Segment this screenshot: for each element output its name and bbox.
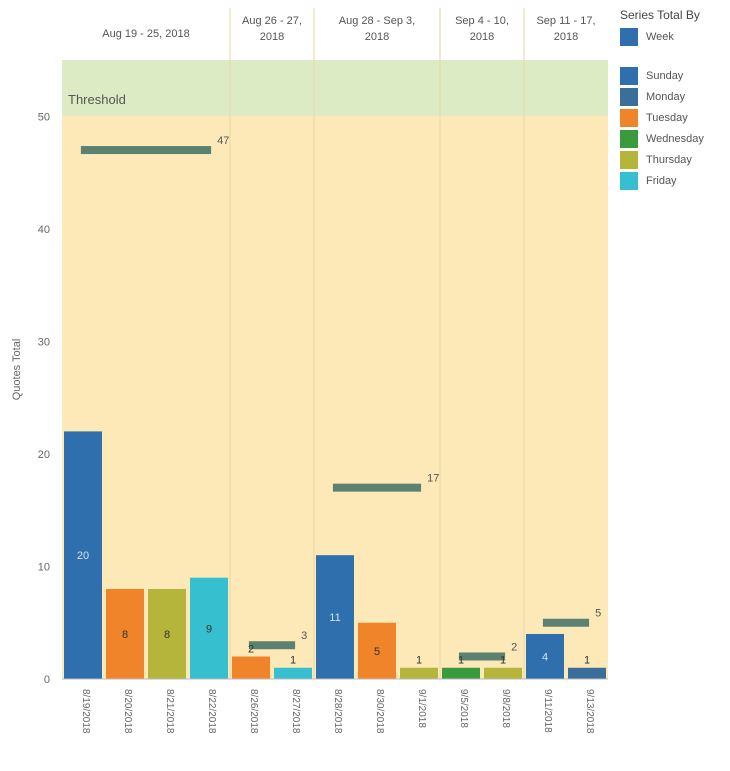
legend-swatch (620, 150, 638, 169)
chart: Threshold Aug 19 - 25, 2018 47 Aug 26 - 27,… (11, 8, 608, 734)
legend-item-thursday[interactable]: Thursday (620, 149, 730, 170)
legend-title: Series Total By (620, 8, 700, 22)
y-tick-label: 0 (44, 674, 50, 686)
legend-swatch (620, 129, 638, 148)
legend-swatch (620, 87, 638, 106)
bar (316, 555, 354, 679)
week-total-label: 3 (301, 630, 307, 642)
y-tick-label: 40 (38, 224, 50, 236)
week-header-label: Aug 26 - 27, (242, 15, 302, 27)
bar (526, 633, 564, 679)
legend-swatch (620, 171, 638, 190)
week-total-label: 47 (217, 135, 229, 147)
y-tick-label: 50 (38, 111, 50, 123)
y-tick-label: 20 (38, 449, 50, 461)
week-header-label: Sep 4 - 10, (455, 15, 509, 27)
x-tick-label: 8/22/2018 (206, 689, 217, 734)
bar-value-label: 2 (248, 643, 254, 655)
legend-label: Friday (646, 174, 677, 187)
bar (358, 622, 396, 679)
threshold-band (62, 60, 608, 117)
x-tick-label: 9/5/2018 (458, 689, 469, 728)
week-header-label: 2018 (365, 31, 389, 43)
legend-item-wednesday[interactable]: Wednesday (620, 128, 730, 149)
legend-item-week[interactable]: Week (620, 26, 730, 47)
x-tick-label: 9/1/2018 (416, 689, 427, 728)
x-tick-label: 9/13/2018 (584, 689, 595, 734)
threshold-label: Threshold (68, 92, 126, 107)
y-tick-label: 30 (38, 336, 50, 348)
legend-label: Week (646, 30, 674, 43)
legend-swatch (620, 27, 638, 46)
legend-item-monday[interactable]: Monday (620, 86, 730, 107)
bar (64, 431, 102, 679)
week-total-line (80, 146, 212, 155)
legend-item-sunday[interactable]: Sunday (620, 65, 730, 86)
legend-item-tuesday[interactable]: Tuesday (620, 107, 730, 128)
bar (568, 667, 606, 679)
week-total-line (332, 483, 422, 492)
bar-value-label: 5 (374, 646, 380, 658)
bar (148, 588, 186, 679)
week-total-label: 5 (595, 608, 601, 620)
bar-value-label: 9 (206, 623, 212, 635)
bar-value-label: 8 (164, 629, 170, 641)
legend-label: Sunday (646, 69, 684, 82)
week-total-line (458, 652, 506, 661)
x-tick-label: 8/27/2018 (290, 689, 301, 734)
week-total-line (248, 641, 296, 650)
legend-label: Tuesday (646, 111, 688, 124)
week-header-label: 2018 (470, 31, 494, 43)
x-tick-label: 8/28/2018 (332, 689, 343, 734)
bar-value-label: 1 (458, 655, 464, 667)
bar-value-label: 1 (290, 655, 296, 667)
y-axis-title: Quotes Total (11, 339, 23, 401)
bar (442, 667, 480, 679)
x-tick-label: 8/21/2018 (164, 689, 175, 734)
bar-value-label: 1 (584, 655, 590, 667)
week-header-label: Aug 19 - 25, 2018 (102, 28, 189, 40)
x-tick-label: 8/20/2018 (122, 689, 133, 734)
week-total-label: 2 (511, 641, 517, 653)
bar-value-label: 20 (77, 550, 89, 562)
week-total-label: 17 (427, 473, 439, 485)
x-tick-label: 8/26/2018 (248, 689, 259, 734)
x-tick-label: 8/30/2018 (374, 689, 385, 734)
week-header-label: 2018 (260, 31, 284, 43)
legend-label: Monday (646, 90, 686, 103)
week-header-label: Aug 28 - Sep 3, (339, 15, 415, 27)
bar (232, 656, 270, 679)
week-header-label: 2018 (554, 31, 578, 43)
legend-swatch (620, 66, 638, 85)
x-tick-label: 8/19/2018 (80, 689, 91, 734)
legend-label: Thursday (646, 153, 692, 166)
bar (484, 667, 522, 679)
bar-value-label: 8 (122, 629, 128, 641)
legend-item-friday[interactable]: Friday (620, 170, 730, 191)
bar-value-label: 4 (542, 651, 548, 663)
week-header-label: Sep 11 - 17, (536, 15, 595, 27)
x-tick-label: 9/11/2018 (542, 689, 553, 733)
bar (190, 577, 228, 679)
legend: Series Total By Week Sunday Monday Tuesd… (620, 8, 730, 191)
legend-swatch (620, 108, 638, 127)
x-tick-label: 9/8/2018 (500, 689, 511, 728)
bar-value-label: 11 (329, 612, 340, 624)
bar-value-label: 1 (500, 655, 506, 667)
y-tick-label: 10 (38, 561, 50, 573)
week-total-line (542, 618, 590, 627)
legend-label: Wednesday (646, 132, 704, 145)
bar (106, 588, 144, 679)
bar (400, 667, 438, 679)
bar (274, 667, 312, 679)
bar-value-label: 1 (416, 655, 422, 667)
